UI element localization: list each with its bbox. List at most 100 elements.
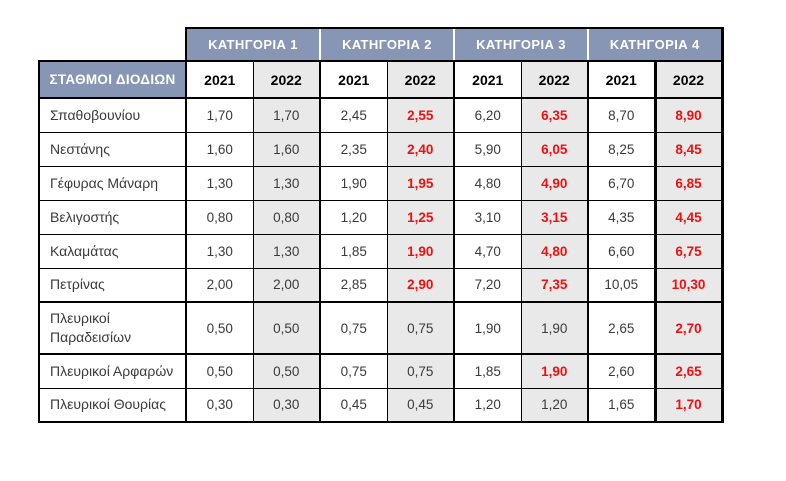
station-name: Νεστάνης bbox=[38, 131, 187, 167]
year-header: 2022 bbox=[386, 60, 455, 99]
price-cell: 1,30 bbox=[252, 233, 321, 269]
price-cell: 2,55 bbox=[386, 97, 455, 133]
price-cell: 2,85 bbox=[319, 267, 388, 303]
price-cell: 2,00 bbox=[252, 267, 321, 303]
price-cell: 2,40 bbox=[386, 131, 455, 167]
price-cell: 1,70 bbox=[653, 387, 724, 423]
price-cell: 1,65 bbox=[587, 387, 656, 423]
price-cell: 3,15 bbox=[520, 199, 589, 235]
price-cell: 1,90 bbox=[453, 301, 522, 355]
year-header: 2022 bbox=[252, 60, 321, 99]
corner-spacer bbox=[39, 28, 186, 61]
price-cell: 0,30 bbox=[185, 387, 254, 423]
price-cell: 1,70 bbox=[185, 97, 254, 133]
table-row: Πλευρικοί Παραδεισίων 0,50 0,50 0,75 0,7… bbox=[38, 301, 724, 355]
price-cell: 1,85 bbox=[319, 233, 388, 269]
table-row: Πλευρικοί Αρφαρών 0,50 0,50 0,75 0,75 1,… bbox=[38, 353, 724, 389]
table-row: Σπαθοβουνίου 1,70 1,70 2,45 2,55 6,20 6,… bbox=[38, 97, 724, 133]
price-cell: 6,20 bbox=[453, 97, 522, 133]
price-cell: 8,25 bbox=[587, 131, 656, 167]
price-cell: 6,85 bbox=[653, 165, 724, 201]
price-cell: 0,50 bbox=[185, 301, 254, 355]
station-name: Πετρίνας bbox=[38, 267, 187, 303]
price-cell: 0,75 bbox=[386, 301, 455, 355]
price-cell: 2,70 bbox=[653, 301, 724, 355]
category-header-row: ΚΑΤΗΓΟΡΙΑ 1 ΚΑΤΗΓΟΡΙΑ 2 ΚΑΤΗΓΟΡΙΑ 3 ΚΑΤΗ… bbox=[39, 27, 724, 62]
station-name: Βελιγοστής bbox=[38, 199, 187, 235]
station-name: Πλευρικοί Αρφαρών bbox=[38, 353, 187, 389]
toll-prices-table: ΚΑΤΗΓΟΡΙΑ 1 ΚΑΤΗΓΟΡΙΑ 2 ΚΑΤΗΓΟΡΙΑ 3 ΚΑΤΗ… bbox=[38, 27, 724, 423]
stations-header: ΣΤΑΘΜΟΙ ΔΙΟΔΙΩΝ bbox=[38, 60, 187, 99]
price-cell: 1,90 bbox=[319, 165, 388, 201]
category-header: ΚΑΤΗΓΟΡΙΑ 2 bbox=[319, 27, 454, 62]
price-cell: 1,20 bbox=[319, 199, 388, 235]
price-cell: 4,80 bbox=[453, 165, 522, 201]
price-cell: 1,90 bbox=[386, 233, 455, 269]
price-cell: 1,20 bbox=[453, 387, 522, 423]
price-cell: 8,70 bbox=[587, 97, 656, 133]
table-row: Καλαμάτας 1,30 1,30 1,85 1,90 4,70 4,80 … bbox=[38, 233, 724, 269]
price-cell: 1,90 bbox=[520, 353, 589, 389]
price-cell: 0,30 bbox=[252, 387, 321, 423]
price-cell: 2,90 bbox=[386, 267, 455, 303]
table-row: Πετρίνας 2,00 2,00 2,85 2,90 7,20 7,35 1… bbox=[38, 267, 724, 303]
price-cell: 8,90 bbox=[653, 97, 724, 133]
price-cell: 1,25 bbox=[386, 199, 455, 235]
price-cell: 1,60 bbox=[185, 131, 254, 167]
price-cell: 2,45 bbox=[319, 97, 388, 133]
station-name: Γέφυρας Μάναρη bbox=[38, 165, 187, 201]
price-cell: 6,70 bbox=[587, 165, 656, 201]
price-cell: 1,30 bbox=[185, 165, 254, 201]
price-cell: 5,90 bbox=[453, 131, 522, 167]
price-cell: 2,65 bbox=[653, 353, 724, 389]
price-cell: 6,75 bbox=[653, 233, 724, 269]
price-cell: 6,60 bbox=[587, 233, 656, 269]
price-cell: 0,75 bbox=[386, 353, 455, 389]
table-row: Βελιγοστής 0,80 0,80 1,20 1,25 3,10 3,15… bbox=[38, 199, 724, 235]
year-header: 2022 bbox=[520, 60, 589, 99]
price-cell: 0,50 bbox=[252, 301, 321, 355]
price-cell: 1,70 bbox=[252, 97, 321, 133]
price-cell: 1,20 bbox=[520, 387, 589, 423]
price-cell: 1,90 bbox=[520, 301, 589, 355]
year-header: 2021 bbox=[453, 60, 522, 99]
year-header-row: ΣΤΑΘΜΟΙ ΔΙΟΔΙΩΝ 2021 2022 2021 2022 2021… bbox=[38, 60, 724, 99]
price-cell: 4,90 bbox=[520, 165, 589, 201]
price-cell: 4,70 bbox=[453, 233, 522, 269]
price-cell: 2,65 bbox=[587, 301, 656, 355]
price-cell: 0,45 bbox=[319, 387, 388, 423]
price-cell: 10,30 bbox=[653, 267, 724, 303]
year-header: 2021 bbox=[319, 60, 388, 99]
price-cell: 4,45 bbox=[653, 199, 724, 235]
table-row: Γέφυρας Μάναρη 1,30 1,30 1,90 1,95 4,80 … bbox=[38, 165, 724, 201]
price-cell: 7,20 bbox=[453, 267, 522, 303]
price-cell: 6,35 bbox=[520, 97, 589, 133]
price-cell: 0,75 bbox=[319, 353, 388, 389]
station-name: Πλευρικοί Παραδεισίων bbox=[38, 301, 187, 355]
price-cell: 0,75 bbox=[319, 301, 388, 355]
year-header: 2021 bbox=[185, 60, 254, 99]
price-cell: 2,60 bbox=[587, 353, 656, 389]
category-header: ΚΑΤΗΓΟΡΙΑ 3 bbox=[453, 27, 588, 62]
price-cell: 1,85 bbox=[453, 353, 522, 389]
price-cell: 1,30 bbox=[252, 165, 321, 201]
price-cell: 0,50 bbox=[185, 353, 254, 389]
price-cell: 1,60 bbox=[252, 131, 321, 167]
station-name: Πλευρικοί Θουρίας bbox=[38, 387, 187, 423]
price-cell: 0,45 bbox=[386, 387, 455, 423]
year-header: 2021 bbox=[587, 60, 656, 99]
price-cell: 4,35 bbox=[587, 199, 656, 235]
price-cell: 0,80 bbox=[252, 199, 321, 235]
price-cell: 10,05 bbox=[587, 267, 656, 303]
price-cell: 8,45 bbox=[653, 131, 724, 167]
price-cell: 0,50 bbox=[252, 353, 321, 389]
table-row: Πλευρικοί Θουρίας 0,30 0,30 0,45 0,45 1,… bbox=[38, 387, 724, 423]
station-name: Σπαθοβουνίου bbox=[38, 97, 187, 133]
price-cell: 1,95 bbox=[386, 165, 455, 201]
category-header: ΚΑΤΗΓΟΡΙΑ 4 bbox=[587, 27, 724, 62]
year-header: 2022 bbox=[653, 60, 724, 99]
price-cell: 1,30 bbox=[185, 233, 254, 269]
station-name: Καλαμάτας bbox=[38, 233, 187, 269]
price-cell: 4,80 bbox=[520, 233, 589, 269]
price-cell: 6,05 bbox=[520, 131, 589, 167]
